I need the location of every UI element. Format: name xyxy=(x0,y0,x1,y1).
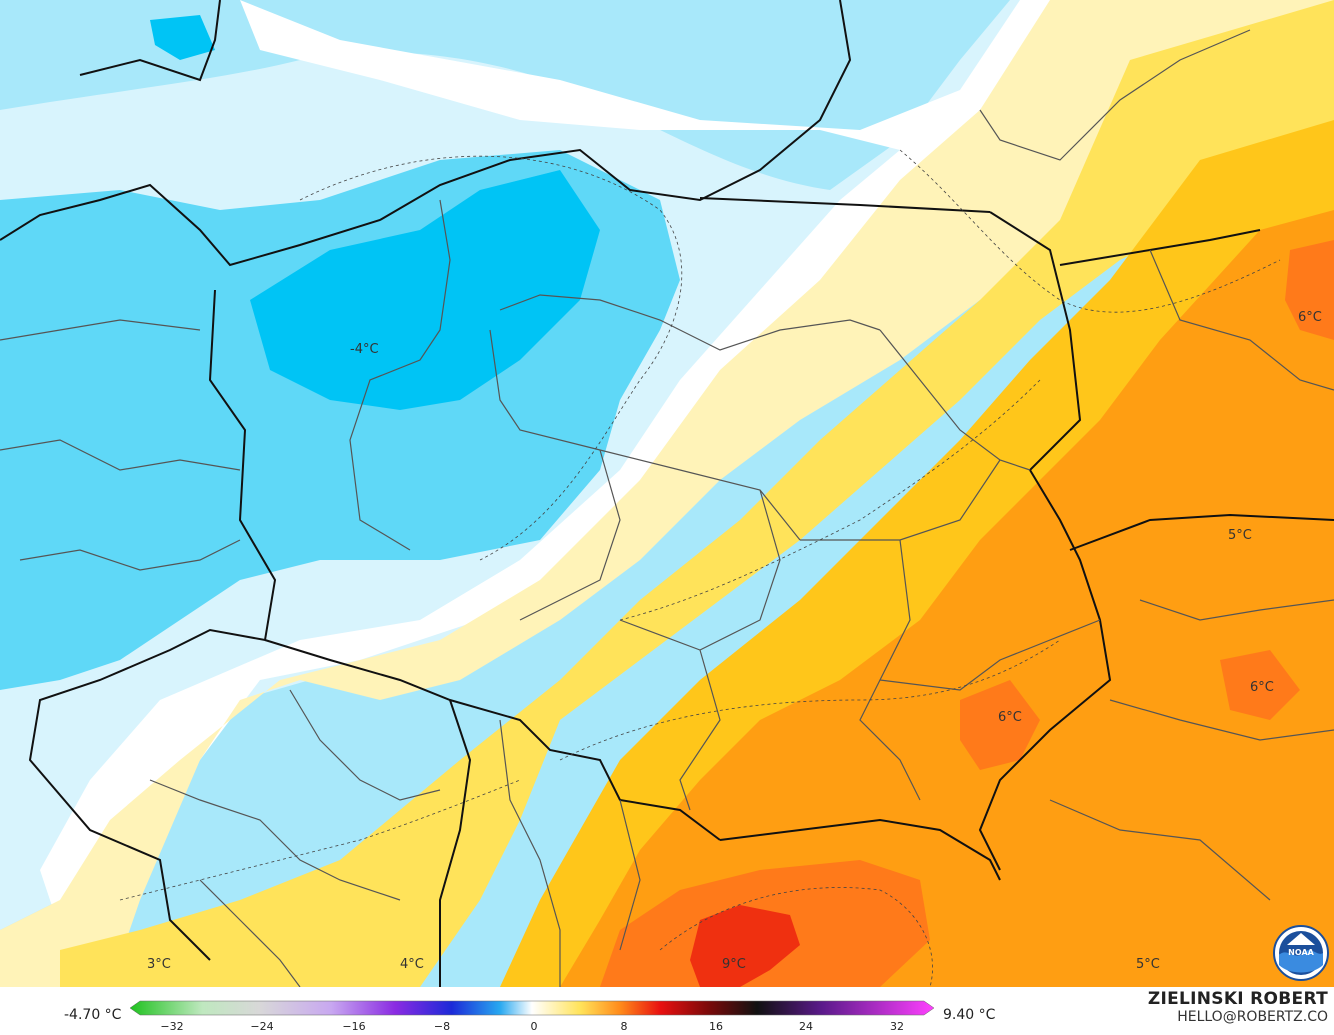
temp-label-center-east: 6°C xyxy=(998,710,1022,725)
coastline xyxy=(0,0,852,267)
color-legend: -4.70 °C −32 −24 −16 xyxy=(0,987,1334,1035)
region-line-2 xyxy=(499,294,881,351)
isotherm-2 xyxy=(899,149,1281,313)
region-line-22 xyxy=(619,799,641,951)
border-ukraine xyxy=(1069,513,1334,551)
border-west xyxy=(28,289,277,961)
hotter-east-2 xyxy=(960,680,1040,770)
region-line-19 xyxy=(289,689,441,801)
temp-label-southwest: 3°C xyxy=(147,957,171,972)
legend-tick: −8 xyxy=(433,1020,451,1033)
coastline-north xyxy=(79,0,221,82)
temp-label-east-south: 6°C xyxy=(1250,680,1274,695)
region-line-12 xyxy=(1149,249,1334,391)
region-line-11 xyxy=(979,29,1251,161)
cold-deep-north xyxy=(150,15,215,60)
region-line-1 xyxy=(349,199,451,551)
border-south xyxy=(719,818,1001,881)
temp-label-east-mid: 5°C xyxy=(1228,528,1252,543)
region-line-16 xyxy=(0,319,201,341)
legend-max-value: 9.40 °C xyxy=(943,1007,996,1023)
author-credit: ZIELINSKI ROBERT xyxy=(1147,989,1328,1009)
region-line-5 xyxy=(519,449,621,621)
isotherm-5 xyxy=(119,779,521,901)
region-line-14 xyxy=(1109,699,1334,741)
map-canvas: -4°C 6°C 5°C 6°C 6°C 3°C 4°C 9°C 5°C xyxy=(0,0,1334,987)
temp-label-cold-core: -4°C xyxy=(350,342,379,357)
region-line-17 xyxy=(0,439,241,471)
cold-deep-zone xyxy=(250,170,600,410)
mild-zone xyxy=(0,0,1334,987)
legend-tick: 0 xyxy=(530,1020,538,1033)
legend-tick: 32 xyxy=(890,1020,904,1033)
legend-tick: 16 xyxy=(709,1020,723,1033)
region-line-7 xyxy=(800,459,1001,541)
temp-label-hot-core: 9°C xyxy=(722,957,746,972)
noaa-logo-icon: NOAA xyxy=(1273,925,1329,981)
legend-tick: −32 xyxy=(160,1020,184,1033)
legend-min-value: -4.70 °C xyxy=(64,1007,122,1023)
hottest-south-core xyxy=(690,905,800,987)
svg-text:NOAA: NOAA xyxy=(1288,948,1314,957)
hot-zone xyxy=(560,210,1334,987)
region-line-9 xyxy=(679,649,721,811)
hotter-east xyxy=(1285,240,1334,340)
temperature-map: -4°C 6°C 5°C 6°C 6°C 3°C 4°C 9°C 5°C NOA… xyxy=(0,0,1334,987)
isotherms xyxy=(119,149,1281,987)
isotherm-1 xyxy=(299,155,683,561)
border-east xyxy=(978,211,1112,871)
region-line-21 xyxy=(499,719,561,987)
region-line-18 xyxy=(19,539,241,571)
legend-color-ramp xyxy=(130,1000,934,1016)
isotherm-6 xyxy=(659,887,933,987)
legend-tick: 24 xyxy=(799,1020,813,1033)
region-line-13 xyxy=(1139,599,1334,621)
isotherm-3 xyxy=(619,379,1041,621)
region-line-20 xyxy=(149,779,401,901)
border-far-east xyxy=(1059,229,1261,266)
isotherm-4 xyxy=(559,639,1061,761)
legend-tick: −16 xyxy=(342,1020,366,1033)
country-borders xyxy=(28,211,1334,987)
region-line-6 xyxy=(619,489,781,651)
border-slovakia xyxy=(439,699,472,987)
author-email: HELLO@ROBERTZ.CO xyxy=(1177,1009,1328,1025)
region-line-4 xyxy=(879,329,1031,471)
region-line-23 xyxy=(199,879,301,987)
coastline-east xyxy=(699,197,991,213)
border-czech xyxy=(264,639,721,841)
legend-tick: 8 xyxy=(620,1020,628,1033)
warm-zone xyxy=(60,0,1334,987)
region-line-10 xyxy=(879,619,1101,691)
hotter-east-3 xyxy=(1220,650,1300,720)
temp-label-south-central: 4°C xyxy=(400,957,424,972)
legend-tick: −24 xyxy=(250,1020,274,1033)
temp-label-east-north: 6°C xyxy=(1298,310,1322,325)
region-line-15 xyxy=(1049,799,1271,901)
temp-label-southeast: 5°C xyxy=(1136,957,1160,972)
